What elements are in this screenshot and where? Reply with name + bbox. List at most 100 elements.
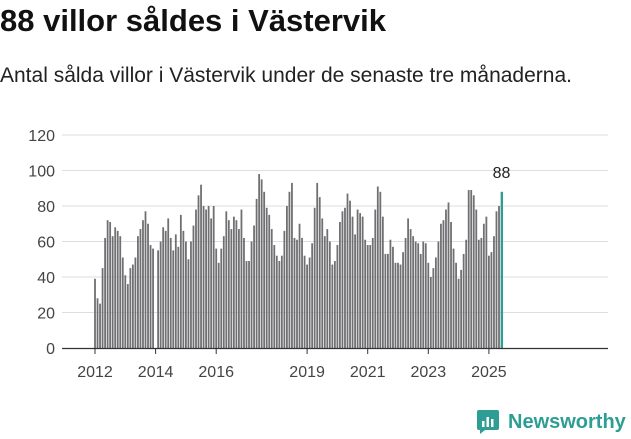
- bar: [280, 255, 283, 348]
- bar: [323, 236, 326, 348]
- bar: [301, 237, 303, 348]
- bar: [470, 190, 473, 348]
- bar: [131, 264, 134, 348]
- bar: [308, 257, 311, 348]
- bar: [313, 207, 316, 348]
- bar: [243, 237, 245, 348]
- bar: [397, 262, 399, 348]
- bar: [124, 275, 127, 348]
- bar: [248, 261, 250, 348]
- bar: [366, 245, 369, 348]
- bar: [336, 245, 339, 348]
- bar: [96, 298, 99, 348]
- bar: [432, 268, 435, 349]
- bar: [116, 230, 119, 348]
- bar: [283, 230, 286, 348]
- bar-highlight: [500, 191, 504, 348]
- bar: [394, 262, 397, 348]
- bar: [493, 236, 495, 348]
- newsworthy-logo-icon: [477, 410, 499, 434]
- bar: [162, 227, 165, 348]
- bar: [232, 216, 235, 348]
- bar: [465, 239, 468, 348]
- bar: [419, 253, 422, 348]
- bar: [192, 225, 195, 348]
- y-tick-label: 100: [28, 164, 55, 181]
- bar: [265, 207, 268, 348]
- bar: [298, 223, 301, 348]
- bar: [296, 239, 298, 348]
- bar: [475, 209, 478, 348]
- bar: [215, 248, 218, 348]
- bar: [472, 195, 475, 348]
- bar: [498, 206, 500, 348]
- bar: [114, 227, 117, 348]
- x-axis-labels: 2012 2014 2016 2019 2021 2023 2025: [77, 364, 507, 381]
- y-tick-label: 40: [37, 270, 55, 287]
- bar: [351, 216, 354, 348]
- bar: [417, 243, 420, 348]
- bar: [331, 264, 334, 348]
- bar: [447, 202, 450, 348]
- bar: [462, 253, 465, 348]
- bar: [104, 237, 106, 348]
- bar: [225, 211, 228, 348]
- bar: [321, 218, 324, 348]
- bar: [222, 236, 225, 348]
- bar: [399, 264, 402, 348]
- bar: [376, 186, 379, 348]
- bar: [480, 237, 483, 348]
- bar: [328, 241, 331, 348]
- bar: [384, 253, 387, 348]
- bars: [94, 174, 504, 349]
- bar: [205, 209, 207, 348]
- bar: [106, 220, 109, 348]
- bar: [356, 209, 359, 348]
- bar: [379, 191, 382, 348]
- annotations: 88: [493, 165, 511, 182]
- bar: [434, 257, 437, 348]
- bar: [240, 209, 243, 348]
- bar: [440, 223, 442, 348]
- bar: [429, 277, 432, 348]
- bar: [286, 206, 288, 348]
- bar: [121, 257, 124, 348]
- bar: [485, 216, 488, 348]
- bar: [326, 229, 329, 348]
- bar: [495, 211, 498, 348]
- bar: [409, 229, 412, 348]
- x-tick-label: 2025: [471, 364, 507, 381]
- bar: [268, 214, 271, 349]
- bar: [339, 221, 341, 348]
- bar: [185, 241, 187, 348]
- bar: [230, 229, 233, 348]
- bar: [119, 236, 122, 348]
- bar: [109, 221, 112, 348]
- bar: [152, 248, 154, 348]
- bar: [245, 261, 248, 348]
- bar: [278, 261, 281, 348]
- bar: [174, 234, 177, 348]
- bar: [374, 209, 377, 348]
- bar: [207, 206, 210, 348]
- bar: [392, 246, 394, 348]
- x-tick-label: 2012: [77, 364, 113, 381]
- bar: [288, 191, 291, 348]
- bar: [460, 269, 463, 348]
- bar: [157, 250, 160, 349]
- bar: [467, 190, 470, 348]
- bar: [255, 198, 258, 348]
- bar: [371, 237, 374, 348]
- bar: [94, 278, 96, 348]
- bar: [187, 259, 190, 348]
- bar: [291, 182, 293, 348]
- bar: [137, 236, 139, 348]
- bar: [311, 243, 314, 348]
- bar: [270, 229, 273, 348]
- bar: [387, 253, 389, 348]
- bar: [200, 184, 202, 348]
- bar: [177, 246, 180, 348]
- bar: [99, 303, 101, 349]
- bar: [318, 197, 321, 349]
- bar: [293, 237, 296, 348]
